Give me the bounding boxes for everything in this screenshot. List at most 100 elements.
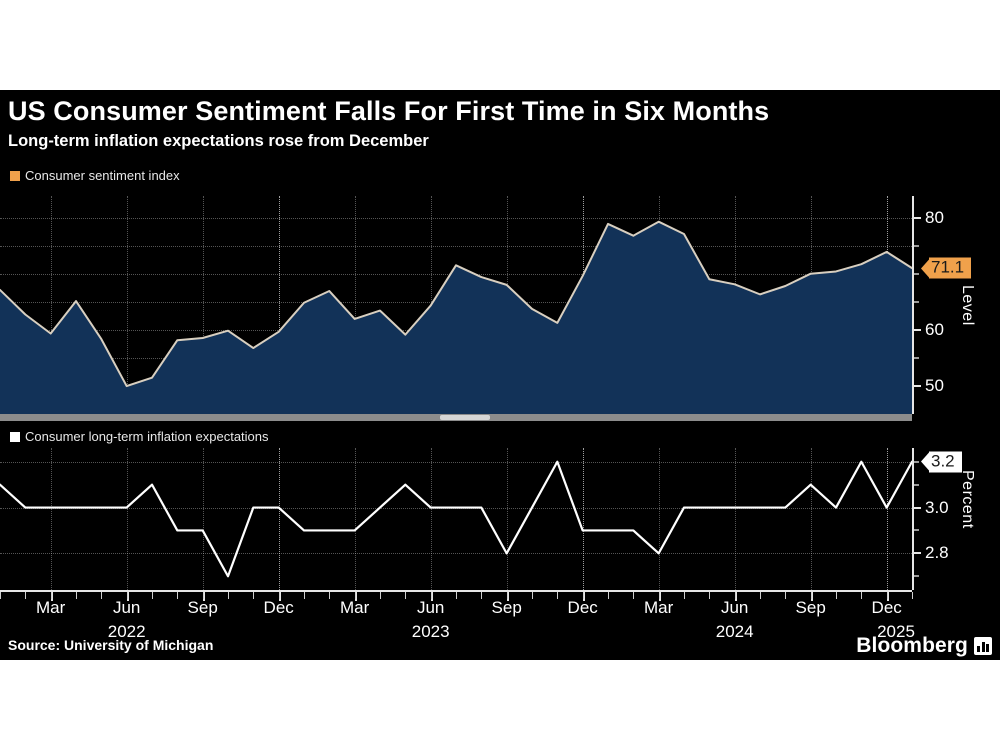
- y-tick-label: 3.0: [925, 497, 949, 517]
- x-tick-minor: [810, 592, 812, 599]
- gridline: [0, 218, 912, 220]
- x-tick-minor: [709, 592, 711, 599]
- legend-swatch-icon: [10, 170, 20, 181]
- x-tick-minor: [861, 592, 863, 599]
- y-tick-label: 50: [925, 376, 944, 396]
- x-tick: [354, 592, 357, 601]
- x-tick-minor: [177, 592, 179, 599]
- x-tick-minor: [25, 592, 27, 599]
- y-tick-label: 2.8: [925, 543, 949, 563]
- x-tick-minor: [354, 592, 356, 599]
- x-tick-minor: [430, 592, 432, 599]
- x-axis-year-label: 2022: [107, 622, 146, 641]
- x-tick-label: Dec: [567, 598, 598, 617]
- y-tick: [914, 385, 921, 388]
- vertical-gridline: [126, 448, 128, 590]
- x-tick-minor: [532, 592, 533, 599]
- y-axis-top: [912, 196, 914, 414]
- vertical-gridline: [430, 448, 432, 590]
- x-tick: [278, 592, 281, 601]
- x-tick-minor: [608, 592, 609, 599]
- value-callout-inflation: 3.2: [921, 451, 962, 473]
- y-tick: [914, 460, 919, 463]
- x-tick: [202, 592, 205, 601]
- chart-subtitle: Long-term inflation expectations rose fr…: [8, 132, 429, 150]
- vertical-gridline: [582, 448, 584, 590]
- callout-arrow-icon: [921, 259, 929, 278]
- x-tick: [506, 592, 509, 601]
- x-tick-minor: [202, 592, 204, 599]
- x-tick-minor: [329, 592, 331, 599]
- y-tick: [914, 273, 919, 276]
- y-tick: [914, 483, 919, 486]
- vertical-gridline: [810, 448, 812, 590]
- vertical-gridline: [278, 196, 280, 414]
- panel-inflation-expectations: [0, 448, 914, 590]
- chart-title: US Consumer Sentiment Falls For First Ti…: [8, 96, 770, 126]
- x-tick-label: Sep: [795, 598, 826, 617]
- x-tick-minor: [760, 592, 761, 599]
- vertical-gridline: [658, 448, 660, 590]
- panel-consumer-sentiment: [0, 196, 913, 414]
- x-tick-minor: [836, 592, 837, 599]
- x-tick-minor: [785, 592, 787, 599]
- legend-swatch-icon: [10, 431, 20, 442]
- x-tick-minor: [582, 592, 584, 599]
- x-tick-minor: [506, 592, 508, 599]
- y-axis-bottom: [912, 448, 914, 590]
- bar-chart-icon: [974, 637, 992, 655]
- callout-value: 71.1: [929, 257, 972, 279]
- x-tick-minor: [633, 592, 635, 599]
- x-tick-minor: [152, 592, 153, 599]
- bloomberg-logo: Bloomberg: [856, 634, 992, 658]
- vertical-gridline: [354, 448, 356, 590]
- x-tick-minor: [76, 592, 77, 599]
- y-tick: [914, 329, 921, 332]
- vertical-gridline: [278, 448, 280, 590]
- vertical-gridline: [202, 448, 204, 590]
- x-tick-minor: [557, 592, 559, 599]
- x-tick-minor: [405, 592, 407, 599]
- legend-inflation-expectations: Consumer long-term inflation expectation…: [10, 429, 269, 444]
- x-tick-minor: [684, 592, 685, 599]
- series-inflation-expectations: [0, 460, 914, 578]
- x-tick-minor: [658, 592, 660, 599]
- y-tick: [914, 575, 919, 578]
- x-tick-label: Jun: [416, 598, 445, 617]
- x-tick-label: Dec: [263, 598, 294, 617]
- x-tick-minor: [456, 592, 457, 599]
- x-tick-minor: [912, 592, 913, 599]
- x-tick-minor: [304, 592, 305, 599]
- x-axis-year-label: 2025: [877, 622, 915, 641]
- vertical-gridline: [202, 196, 204, 414]
- x-axis-year-label: 2023: [411, 622, 450, 641]
- x-axis-year-label: 2024: [715, 622, 754, 641]
- x-tick-minor: [380, 592, 381, 599]
- vertical-gridline: [126, 196, 128, 414]
- x-tick: [126, 592, 129, 601]
- gridline: [0, 553, 912, 555]
- source-note: Source: University of Michigan: [8, 637, 214, 653]
- y-tick: [914, 506, 921, 509]
- x-tick-label: Sep: [491, 598, 522, 617]
- bloomberg-wordmark: Bloomberg: [856, 634, 968, 657]
- y-axis-title-bottom: Percent: [959, 470, 976, 529]
- x-tick: [50, 592, 53, 601]
- y-tick: [914, 552, 921, 555]
- x-tick: [430, 592, 433, 601]
- x-tick: [734, 592, 737, 601]
- x-tick-minor: [101, 592, 103, 599]
- y-tick: [914, 301, 919, 304]
- legend-consumer-sentiment: Consumer sentiment index: [10, 168, 180, 183]
- panel-divider-handle[interactable]: [440, 415, 490, 420]
- vertical-gridline: [354, 196, 356, 414]
- x-axis: [0, 590, 913, 601]
- vertical-gridline: [50, 196, 52, 414]
- x-tick-label: Jun: [112, 598, 141, 617]
- legend-label: Consumer sentiment index: [25, 168, 180, 183]
- x-tick-label: Jun: [720, 598, 749, 617]
- vertical-gridline: [50, 448, 52, 590]
- y-tick: [914, 529, 919, 532]
- x-tick-minor: [886, 592, 888, 599]
